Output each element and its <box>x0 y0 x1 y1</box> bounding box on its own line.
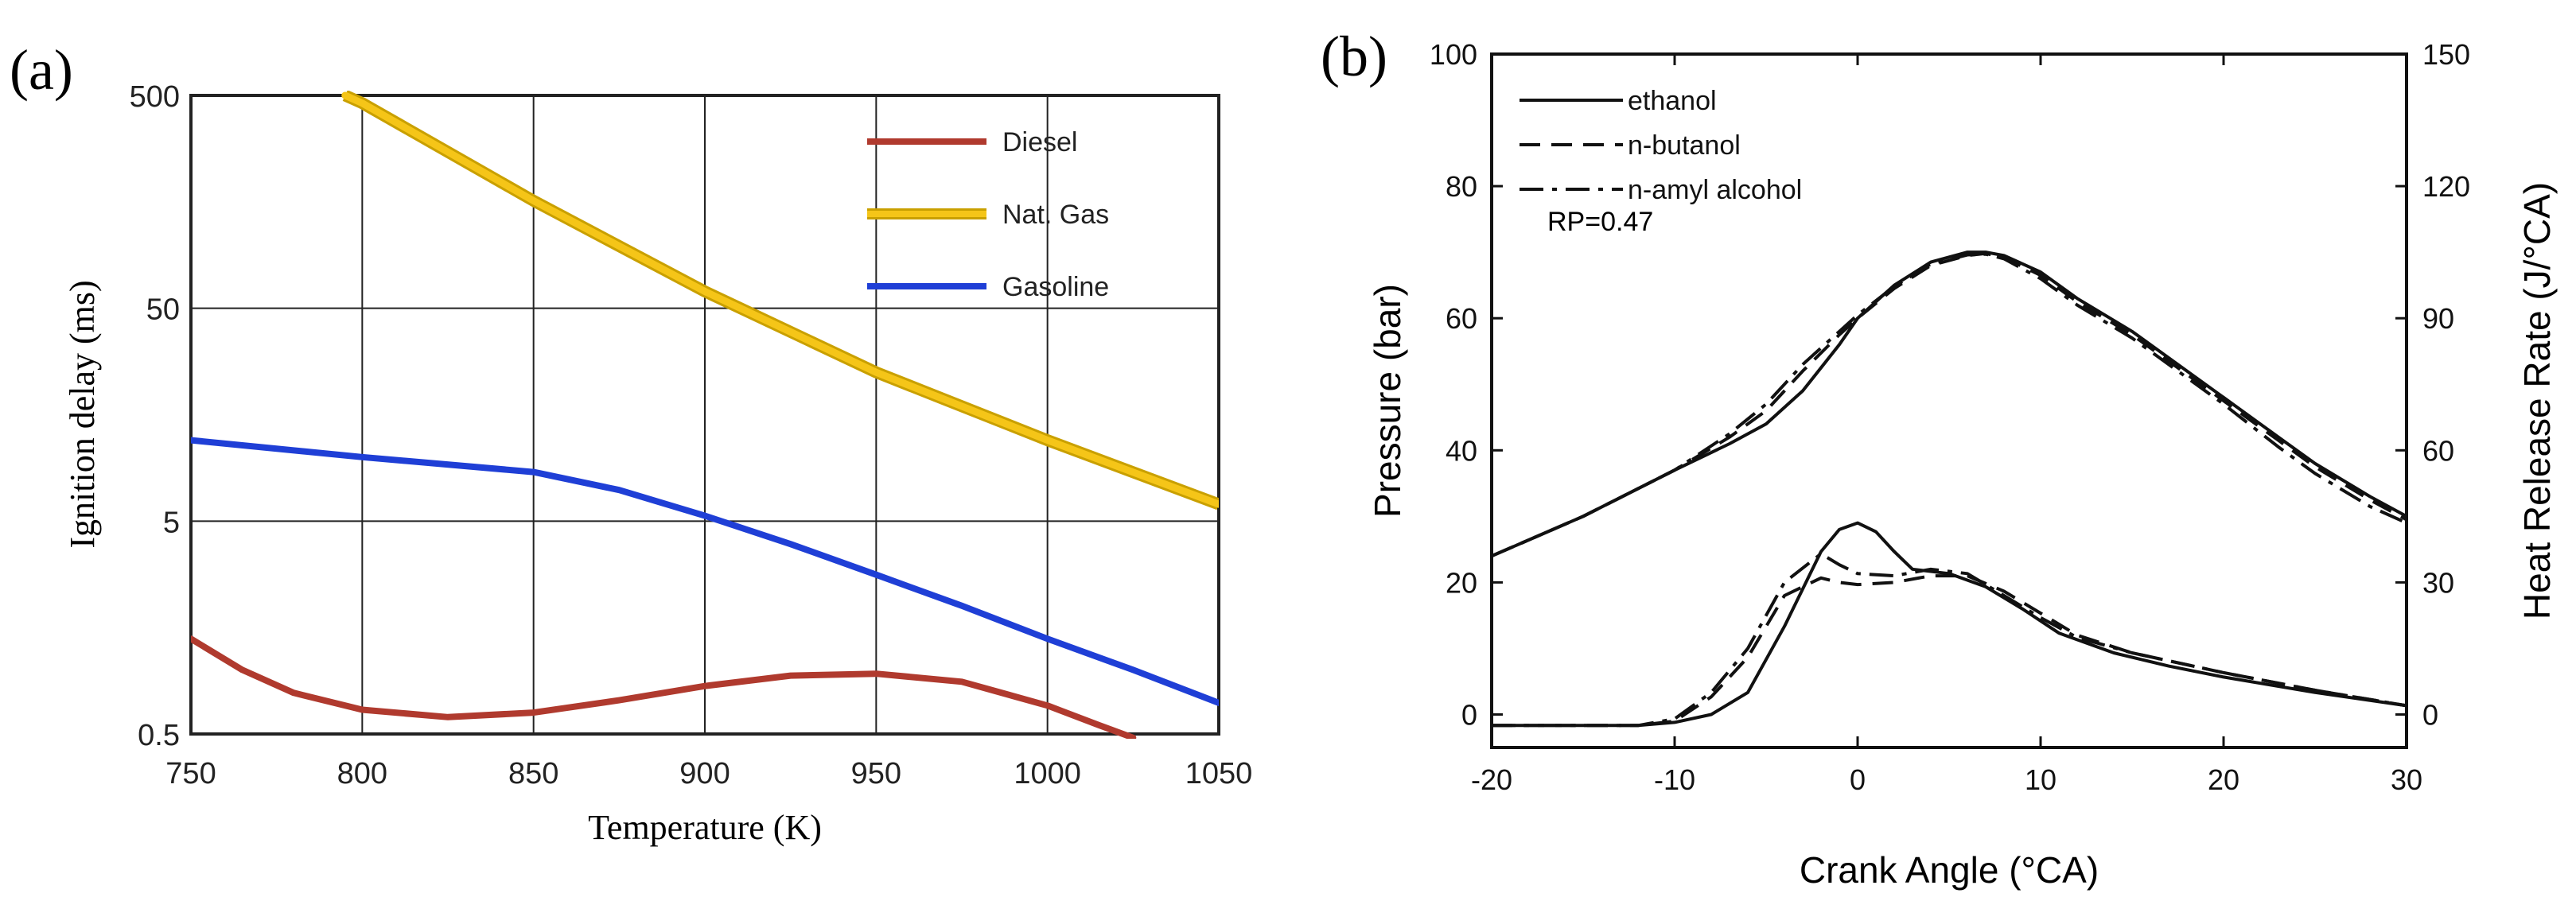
panel-b-legend-label-n-butanol: n-butanol <box>1628 130 1741 161</box>
panel-b-pressure-series-n-amyl-alcohol <box>1491 252 2407 558</box>
panel-b-x-tick-label: 10 <box>2025 763 2057 796</box>
panel-b-x-tick-label: -10 <box>1654 763 1695 796</box>
panel-a-y-axis-label: Ignition delay (ms) <box>63 280 102 548</box>
panel-a-plot-frame <box>189 94 1220 736</box>
panel-b-x-tick-label: 20 <box>2208 763 2239 796</box>
panel-a-x-ticks: 750 800 850 900 950 1000 1050 <box>165 757 1252 790</box>
panel-a-y-tick-label: 0.5 <box>138 719 180 752</box>
panel-b-x-tick-label: 30 <box>2391 763 2422 796</box>
panel-a-legend: Diesel Nat. Gas Gasoline <box>867 127 1109 302</box>
panel-b-pressure-series-ethanol <box>1491 250 2407 558</box>
panel-b-y-axis-label: Pressure (bar) <box>1367 284 1408 518</box>
panel-b-y2-tick-label: 90 <box>2422 302 2454 335</box>
panel-a-y-tick-label: 50 <box>146 293 180 327</box>
panel-a-y-tick-label: 500 <box>130 80 180 114</box>
panel-a-label: (a) <box>10 38 73 102</box>
panel-b-pressure-series-n-butanol <box>1491 251 2407 558</box>
panel-a-grid <box>191 95 1219 734</box>
panel-a-x-tick-label: 900 <box>679 757 730 790</box>
panel-a-y-tick-label: 5 <box>163 506 180 539</box>
panel-a-series-diesel <box>191 635 1137 739</box>
panel-b-y-tick-label: 40 <box>1446 434 1477 467</box>
panel-b-legend-label-n-amyl-alcohol: n-amyl alcohol <box>1628 175 1802 205</box>
panel-b-y-tick-label: 80 <box>1446 170 1477 203</box>
panel-a-series-gasoline <box>191 437 1219 706</box>
panel-a-x-tick-label: 950 <box>851 757 901 790</box>
panel-b-x-axis-label: Crank Angle (°CA) <box>1800 849 2099 891</box>
panel-b-annotation: RP=0.47 <box>1547 207 1653 237</box>
panel-b-y2-tick-label: 120 <box>2422 170 2470 203</box>
panel-a-legend-label-diesel: Diesel <box>1002 127 1077 157</box>
panel-b-x-ticks: -20 -10 0 10 20 30 <box>1471 54 2422 796</box>
panel-b-plot-frame <box>1490 52 2408 749</box>
panel-a-x-axis-label: Temperature (K) <box>588 808 822 847</box>
panel-a-y-ticks: 0.5 5 50 500 <box>130 80 180 752</box>
panel-b-x-tick-label: 0 <box>1850 763 1866 796</box>
panel-b-y2-tick-label: 30 <box>2422 566 2454 599</box>
panel-b-legend: ethanol n-butanol n-amyl alcohol <box>1520 86 1802 205</box>
panel-b-hrr-series-n-amyl-alcohol <box>1492 552 2407 728</box>
panel-a-x-tick-label: 1000 <box>1014 757 1081 790</box>
panel-a-x-tick-label: 750 <box>165 757 216 790</box>
panel-b-y-tick-label: 20 <box>1446 566 1477 599</box>
panel-a-x-tick-label: 1050 <box>1185 757 1253 790</box>
panel-a-legend-label-gasoline: Gasoline <box>1002 272 1109 302</box>
panel-a-legend-label-nat-gas: Nat. Gas <box>1002 200 1109 230</box>
panel-b-series <box>1491 250 2407 728</box>
panel-b-hrr-series-n-butanol <box>1492 574 2407 728</box>
panel-b-y2-tick-label: 150 <box>2422 38 2470 71</box>
panel-a: (a) 750 800 850 900 950 1000 1050 0.5 5 50 500 Te… <box>10 38 1252 847</box>
panel-b-y2-axis-label: Heat Release Rate (J/°CA) <box>2516 182 2558 619</box>
panel-a-series-nat-gas <box>341 91 1219 508</box>
panel-b-x-tick-label: -20 <box>1471 763 1512 796</box>
panel-b-y-tick-label: 100 <box>1430 38 1477 71</box>
panel-b-hrr-series-ethanol <box>1492 521 2407 728</box>
panel-b-y-tick-label: 0 <box>1461 698 1477 731</box>
panel-a-series <box>191 91 1219 739</box>
panel-b-y-ticks: 0 20 40 60 80 100 <box>1430 38 1503 731</box>
panel-b-y2-tick-label: 60 <box>2422 434 2454 467</box>
panel-b-y-tick-label: 60 <box>1446 302 1477 335</box>
panel-b-y2-tick-label: 0 <box>2422 698 2438 731</box>
panel-b-legend-label-ethanol: ethanol <box>1628 86 1717 116</box>
panel-a-x-tick-label: 800 <box>337 757 387 790</box>
panel-b-label: (b) <box>1321 25 1387 88</box>
panel-a-x-tick-label: 850 <box>508 757 558 790</box>
panel-b-y2-ticks: 0 30 60 90 120 150 <box>2395 38 2470 731</box>
